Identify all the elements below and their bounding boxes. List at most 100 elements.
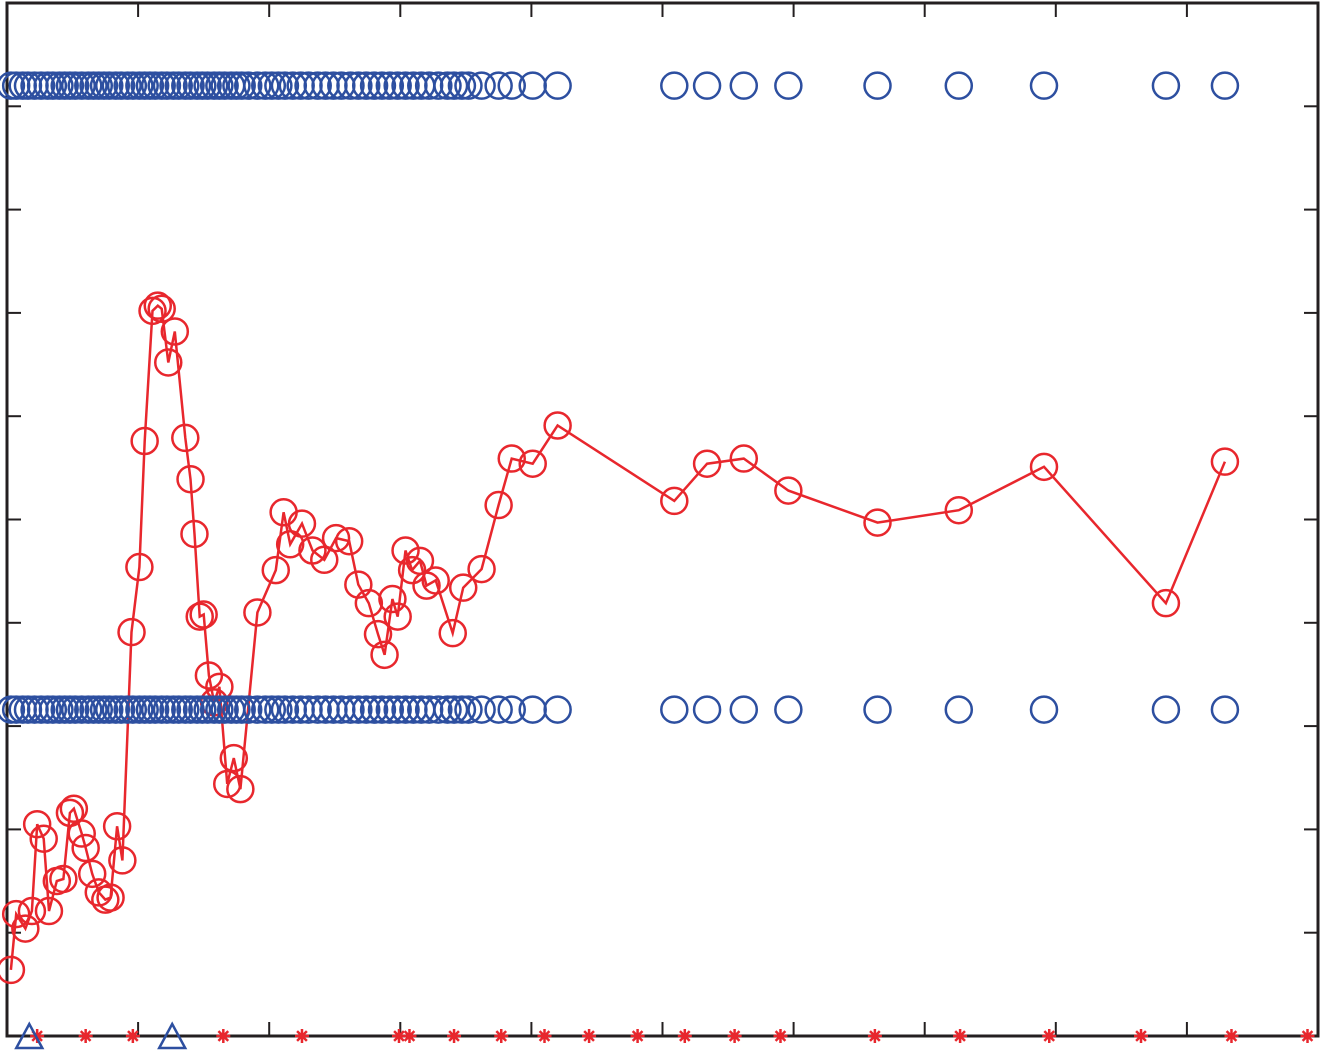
marker-circle [60,695,90,724]
marker-asterisk [953,1029,968,1043]
marker-circle [243,71,272,100]
marker-circle [303,695,332,724]
marker-circle [944,695,974,724]
data-point [194,661,224,690]
marker-circle [118,71,148,100]
marker-asterisk [727,1029,742,1043]
data-point [77,859,107,889]
data-point [660,486,689,516]
data-point [363,619,393,649]
marker-circle [454,71,483,100]
marker-circle [383,71,412,100]
marker-asterisk [402,1029,417,1043]
marker-circle [106,695,136,724]
marker-asterisk [78,1029,93,1043]
marker-circle [375,695,405,724]
marker-asterisk [1300,1029,1315,1043]
data-point [334,526,364,556]
marker-circle [391,71,420,100]
marker-circle [863,695,892,724]
marker-circle [692,695,722,724]
data-point [180,519,209,549]
marker-circle [351,695,381,724]
marker-circle [944,71,974,100]
data-point [96,883,125,912]
marker-circle [1151,695,1181,724]
marker-circle [774,71,803,100]
marker-asterisk [1042,1029,1057,1043]
marker-circle [692,71,722,100]
marker-circle [1029,71,1059,100]
data-point [17,896,47,926]
marker-circle [270,71,300,100]
axes-frame [5,1,1320,1038]
marker-circle [118,695,148,724]
data-point [378,584,407,614]
data-point [774,476,803,505]
data-point [138,296,167,326]
marker-circle [424,71,453,100]
marker-circle [367,71,397,100]
data-point [108,846,137,875]
marker-circle [391,695,420,724]
marker-asterisk [391,1029,406,1043]
marker-circle [447,71,477,100]
data-point [863,508,892,537]
marker-triangle [157,1021,188,1050]
marker-circle [257,695,287,724]
marker-circle [227,71,256,100]
marker-circle [351,71,381,100]
data-point [160,317,190,346]
marker-circle [210,71,239,100]
data-point [176,464,205,494]
marker-circle [251,695,280,724]
marker-circle [454,695,483,724]
marker-circle [106,71,136,100]
data-point [1210,447,1240,476]
marker-circle [467,695,496,724]
data-point [321,523,351,553]
data-point [391,536,420,565]
marker-circle [433,71,462,100]
data-point [117,617,146,647]
data-point [497,444,526,473]
marker-circle [336,71,365,100]
marker-circle [375,71,405,100]
data-point [692,449,722,478]
data-point [29,824,58,853]
marker-circle [210,695,239,724]
data-point [1151,588,1181,618]
marker-circle [140,71,170,100]
data-point [1029,452,1059,482]
marker-circle [152,71,182,100]
marker-asterisk [867,1029,882,1043]
marker-circle [233,695,263,724]
marker-circle [1029,695,1059,724]
data-point [226,774,255,804]
marker-circle [26,71,56,100]
data-point [130,426,159,456]
data-point [1,899,31,929]
data-point [261,555,291,585]
data-point [205,672,234,702]
marker-circle [26,695,56,724]
marker-circle [140,695,170,724]
marker-circle [383,695,412,724]
data-point [22,809,52,839]
marker-circle [447,695,477,724]
marker-circle [67,695,96,724]
data-point [354,588,384,618]
marker-circle [227,695,256,724]
data-point [421,566,450,595]
marker-circle [67,71,96,100]
data-point [71,833,100,863]
marker-circle [95,695,124,724]
data-point [370,640,399,670]
data-point [438,618,467,648]
data-point [243,598,272,627]
marker-circle [243,695,272,724]
marker-circle [367,695,397,724]
data-point [102,812,132,841]
data-point [125,552,154,582]
